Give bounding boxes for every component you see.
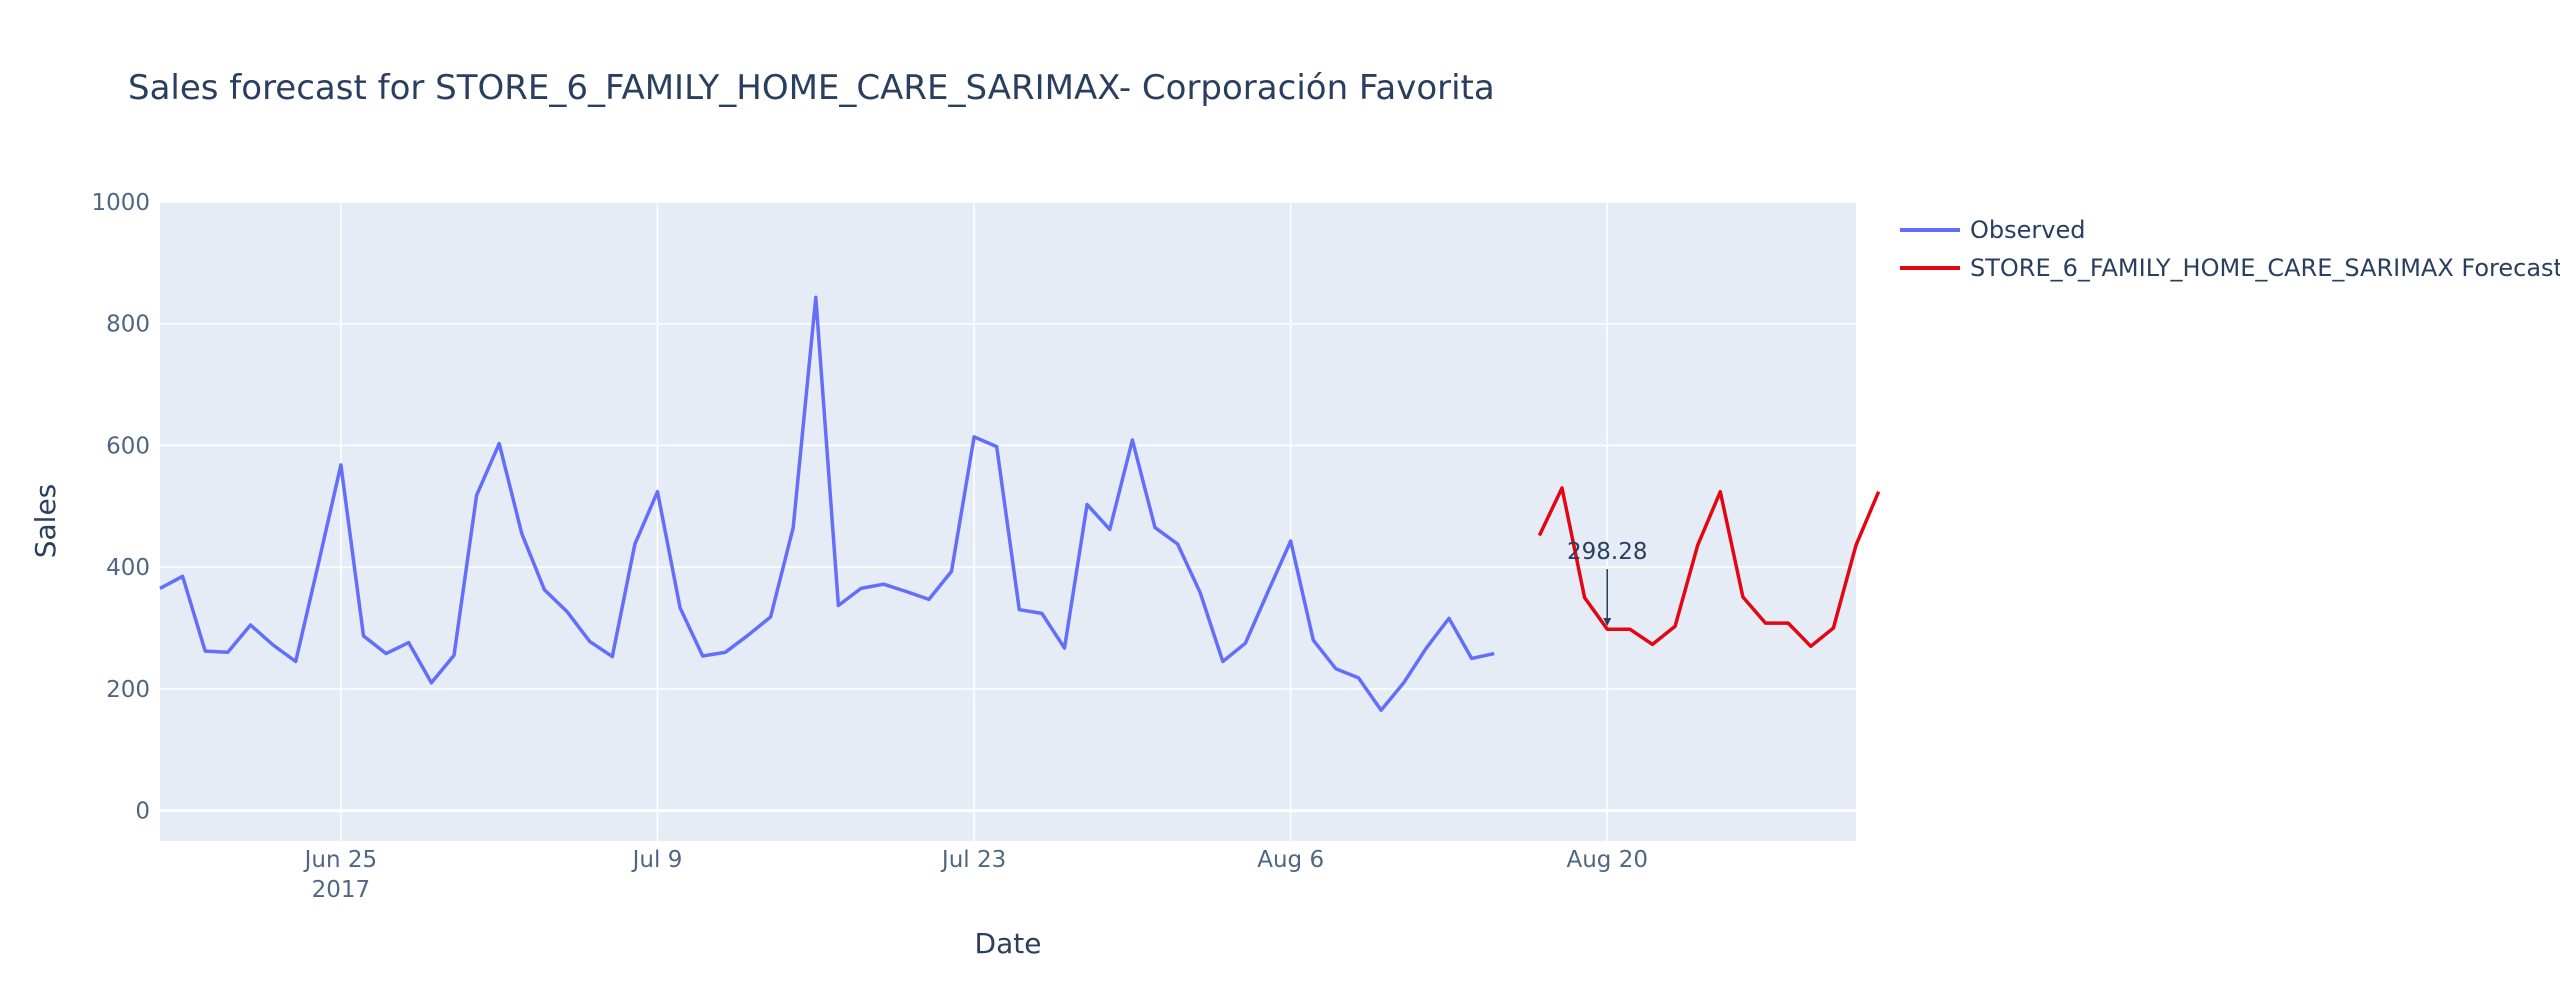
y-axis-title: Sales <box>29 484 62 559</box>
y-tick-label: 0 <box>135 799 150 825</box>
x-tick-label: Aug 20 <box>1567 847 1649 873</box>
legend: Observed STORE_6_FAMILY_HOME_CARE_SARIMAX… <box>1900 216 2560 282</box>
x-tick-label: Jul 9 <box>631 847 683 873</box>
chart-title: Sales forecast for STORE_6_FAMILY_HOME_C… <box>128 68 1495 108</box>
series-line-0 <box>159 295 1495 712</box>
x-tick-label: Jun 25 <box>303 847 378 873</box>
y-tick-label: 400 <box>106 555 150 581</box>
x-tick-label: Aug 6 <box>1257 847 1324 873</box>
y-tick-label: 600 <box>106 433 150 459</box>
grid-lines <box>160 201 1856 841</box>
x-axis-title: Date <box>975 927 1042 960</box>
legend-item-label: STORE_6_FAMILY_HOME_CARE_SARIMAX Forecas… <box>1970 254 2560 282</box>
annotations: 298.28 <box>1567 539 1647 627</box>
x-tick-label: Jul 23 <box>940 847 1006 873</box>
x-axis-ticks: Jun 25 2017 Jul 9 Jul 23 Aug 6 Aug 20 <box>303 847 1648 903</box>
annotation-label: 298.28 <box>1567 539 1647 565</box>
y-tick-label: 1000 <box>91 190 150 216</box>
y-tick-label: 800 <box>106 312 150 338</box>
x-tick-sublabel: 2017 <box>312 877 371 903</box>
y-tick-label: 200 <box>106 677 150 703</box>
annotation-arrowhead <box>1603 618 1612 627</box>
series-line-1 <box>1537 486 1881 649</box>
series-lines <box>159 295 1881 712</box>
legend-item-label: Observed <box>1970 216 2085 244</box>
y-axis-ticks: 0 200 400 600 800 1000 <box>91 190 150 825</box>
